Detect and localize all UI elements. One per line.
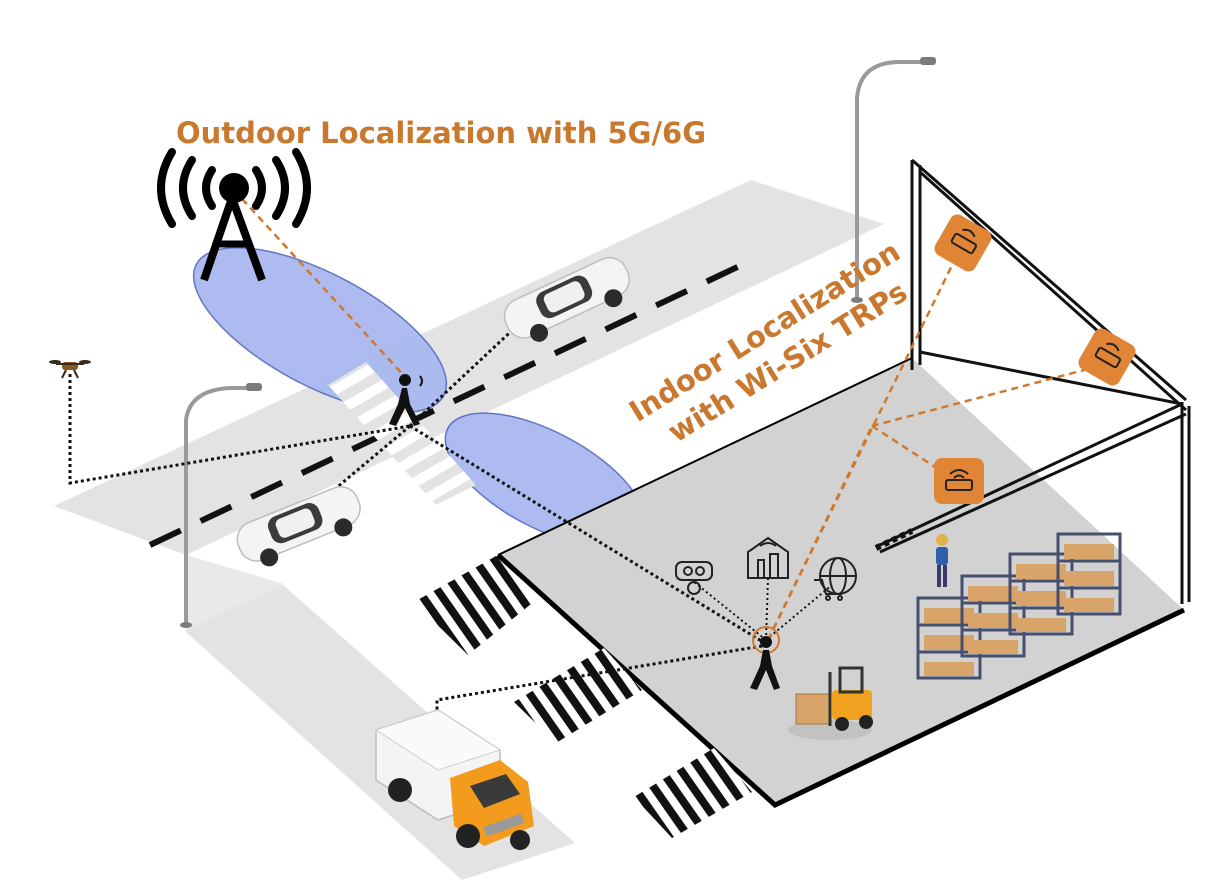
warehouse-dash: [874, 528, 914, 551]
wifi-router-icon: [934, 214, 992, 272]
warehouse-floor-edge-back: [497, 357, 913, 556]
wifi-router-icon: [1078, 328, 1136, 386]
outdoor-localization-label: Outdoor Localization with 5G/6G: [176, 116, 707, 150]
vr-headset-icon: [675, 561, 713, 595]
coverage-area-upper: [192, 247, 448, 413]
pedestrian-icon: [389, 374, 423, 426]
street-lamp-icon: [180, 383, 262, 628]
warehouse-floor: [498, 358, 1184, 805]
wifi-router-icon: [934, 458, 984, 504]
pedestrian-icon: [750, 626, 780, 690]
street-lamp-icon: [851, 57, 936, 303]
crosswalk: [328, 362, 476, 505]
sidewalk-strip: [186, 555, 284, 630]
warehouse-floor-edge: [496, 553, 1186, 808]
loading-zone-2: [514, 648, 642, 743]
worker-icon: [936, 534, 948, 587]
cell-tower-icon: [157, 148, 311, 282]
forklift-icon: [788, 666, 873, 740]
signal-links-orange: [233, 189, 1108, 641]
warehouse: [496, 158, 1191, 808]
signal-links-indoor: [693, 577, 833, 641]
main-road: [54, 180, 884, 555]
car-icon: [236, 486, 361, 567]
smart-building-icon: [747, 536, 789, 579]
loading-zone-1: [414, 556, 536, 655]
car-icon: [503, 256, 630, 342]
truck-icon: [374, 709, 534, 850]
shelving-icon: [916, 532, 1122, 680]
loading-zone-3: [634, 748, 752, 838]
shopping-cart-icon: [814, 557, 857, 601]
drone-icon: [49, 360, 91, 379]
